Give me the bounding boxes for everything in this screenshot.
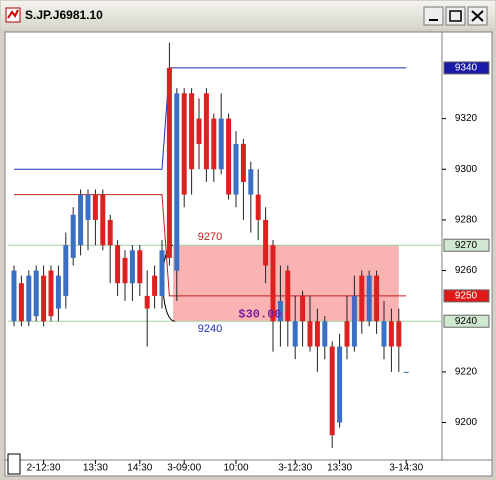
candle-body	[159, 250, 165, 296]
y-tick-label: 9260	[455, 265, 478, 276]
candle-body	[203, 93, 209, 170]
price-marker-label: 9270	[455, 240, 478, 251]
candle-body	[166, 67, 172, 258]
y-tick-label: 9200	[455, 417, 478, 428]
plot: 9200 9220 9260 9280 9300 9320 2-12:30 13:30 14:3…	[8, 42, 490, 474]
x-tick-label: 3-14:30	[389, 463, 423, 474]
candle-body	[137, 250, 143, 284]
candle-body	[403, 371, 409, 373]
candle-body	[107, 219, 113, 246]
candle-body	[18, 283, 24, 322]
candle-body	[359, 275, 365, 322]
candle-body	[270, 245, 276, 322]
candle-body	[233, 143, 239, 195]
candle-body	[226, 118, 232, 195]
zone-label: $30.00	[238, 307, 281, 321]
candle-body	[26, 275, 32, 322]
candle-body	[100, 194, 106, 246]
window-title: S.JP.J6981.10	[25, 8, 103, 22]
candle-body	[78, 194, 84, 246]
y-tick-label: 9320	[455, 113, 478, 124]
candle-body	[122, 257, 128, 284]
candle-body	[181, 93, 187, 195]
candle-body	[322, 321, 328, 347]
candle-body	[70, 214, 76, 258]
candle-body	[329, 346, 335, 436]
candle-body	[63, 245, 69, 296]
candle-body	[189, 93, 195, 170]
candle-body	[285, 270, 291, 322]
candle-body	[85, 194, 91, 220]
candle-body	[351, 295, 357, 347]
x-tick-label: 3-12:30	[278, 463, 312, 474]
scroll-box[interactable]	[7, 453, 21, 475]
price-marker	[443, 289, 490, 303]
candle-body	[115, 245, 121, 284]
x-tick-label: 14:30	[127, 463, 152, 474]
window-buttons[interactable]	[423, 6, 488, 26]
close-glyph	[471, 10, 484, 22]
candle-body	[92, 194, 98, 220]
x-tick-label: 13:30	[83, 463, 108, 474]
candle-body	[144, 295, 150, 309]
candle-body	[240, 143, 246, 182]
y-tick-label: 9300	[455, 164, 478, 175]
candle-body	[11, 270, 17, 322]
app-icon-glyph	[7, 9, 19, 19]
candle-body	[374, 275, 380, 322]
candle-body	[129, 250, 135, 284]
candle-body	[277, 300, 283, 322]
candle-body	[255, 194, 261, 220]
candle-body	[152, 275, 158, 296]
price-marker	[443, 61, 490, 75]
candle-body	[218, 118, 224, 170]
indicator-line	[14, 67, 407, 170]
candle-body	[396, 321, 402, 347]
candle-body	[344, 321, 350, 347]
candle-body	[263, 219, 269, 266]
candle-body	[307, 321, 313, 347]
minimize-button[interactable]	[423, 6, 444, 26]
candle-body	[41, 275, 47, 322]
price-marker	[443, 238, 490, 252]
candle-body	[248, 169, 254, 195]
candle-body	[314, 321, 320, 347]
level-annotation: 9240	[198, 323, 222, 335]
candle-body	[337, 346, 343, 423]
candle-body	[174, 93, 180, 271]
x-tick-label: 3-09:00	[167, 463, 201, 474]
candle-body	[388, 321, 394, 347]
price-marker-label: 9240	[455, 316, 478, 327]
candle-body	[33, 270, 39, 317]
x-tick-label: 10:00	[223, 463, 248, 474]
maximize-glyph	[449, 10, 462, 22]
price-marker-label: 9250	[455, 291, 478, 302]
y-tick-label: 9280	[455, 215, 478, 226]
candle-body	[381, 321, 387, 347]
candle-body	[300, 295, 306, 322]
title-bar	[1, 1, 495, 29]
candle-body	[292, 321, 298, 347]
price-marker	[443, 314, 490, 328]
price-marker-label: 9340	[455, 63, 478, 74]
candle-body	[48, 270, 54, 317]
level-annotation: 9270	[198, 231, 222, 243]
x-tick-label: 2-12:30	[27, 463, 61, 474]
y-tick-label: 9220	[455, 367, 478, 378]
maximize-button[interactable]	[445, 6, 466, 26]
candle-body	[211, 118, 217, 170]
x-tick-label: 13:30	[327, 463, 352, 474]
candle-body	[55, 275, 61, 309]
candle-body	[366, 275, 372, 322]
candle-body	[196, 118, 202, 144]
